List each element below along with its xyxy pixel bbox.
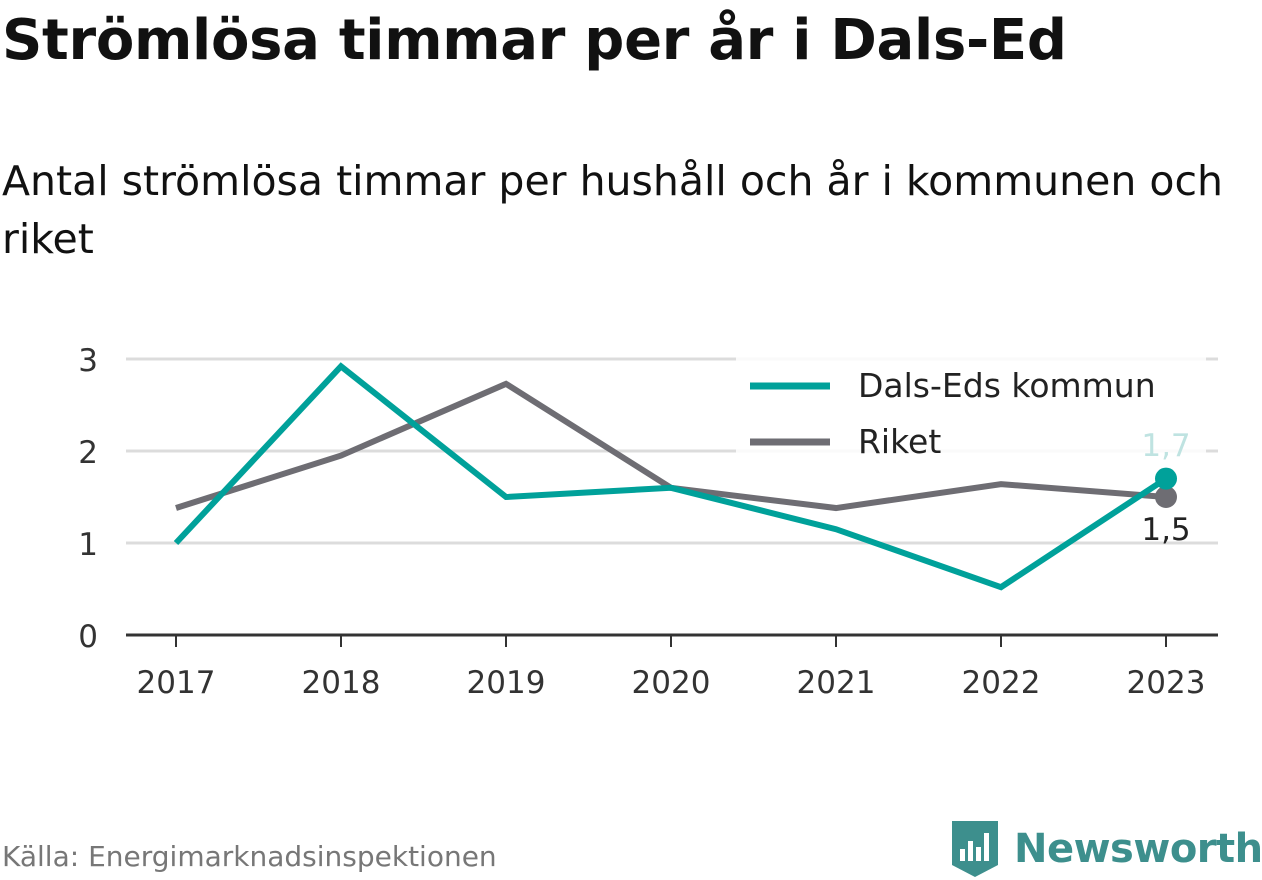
y-tick-label: 2 <box>78 435 98 471</box>
x-tick-label: 2022 <box>962 665 1041 701</box>
brand-name: Newsworthy <box>1014 826 1262 872</box>
y-tick-label: 0 <box>78 619 98 655</box>
end-label-riket: 1,5 <box>1141 512 1190 548</box>
series-line-dals-eds-kommun <box>173 362 1168 591</box>
end-point-marker <box>1155 486 1177 508</box>
x-axis: 2017 2018 2019 2020 2021 2022 2023 <box>137 635 1206 701</box>
legend-background <box>736 356 1206 466</box>
series-lines <box>173 362 1177 591</box>
x-tick-label: 2023 <box>1127 665 1206 701</box>
end-point-marker <box>1155 467 1177 490</box>
x-tick-label: 2017 <box>137 665 216 701</box>
y-tick-label: 1 <box>78 527 98 563</box>
y-tick-label: 3 <box>78 343 98 379</box>
chart-title: Strömlösa timmar per år i Dals-Ed <box>2 8 1067 73</box>
newsworthy-logo-icon <box>952 821 998 877</box>
legend: Dals-Eds kommun Riket <box>736 356 1206 466</box>
x-tick-label: 2021 <box>797 665 876 701</box>
y-axis: 0 1 2 3 <box>78 343 98 655</box>
source-note: Källa: Energimarknadsinspektionen <box>2 840 497 873</box>
x-tick-label: 2020 <box>632 665 711 701</box>
x-tick-label: 2018 <box>302 665 381 701</box>
legend-label: Dals-Eds kommun <box>858 366 1156 405</box>
brand-logo: Newsworthy <box>950 818 1262 880</box>
chart-subtitle: Antal strömlösa timmar per hushåll och å… <box>2 157 1223 263</box>
x-tick-label: 2019 <box>467 665 546 701</box>
end-label-dals-ed: 1,7 <box>1141 428 1190 464</box>
end-labels: 1,7 1,5 <box>1141 428 1190 548</box>
line-chart: 0 1 2 3 2017 2018 2019 2020 2021 2022 2023 Dals-E… <box>78 343 1218 701</box>
legend-label: Riket <box>858 422 941 461</box>
